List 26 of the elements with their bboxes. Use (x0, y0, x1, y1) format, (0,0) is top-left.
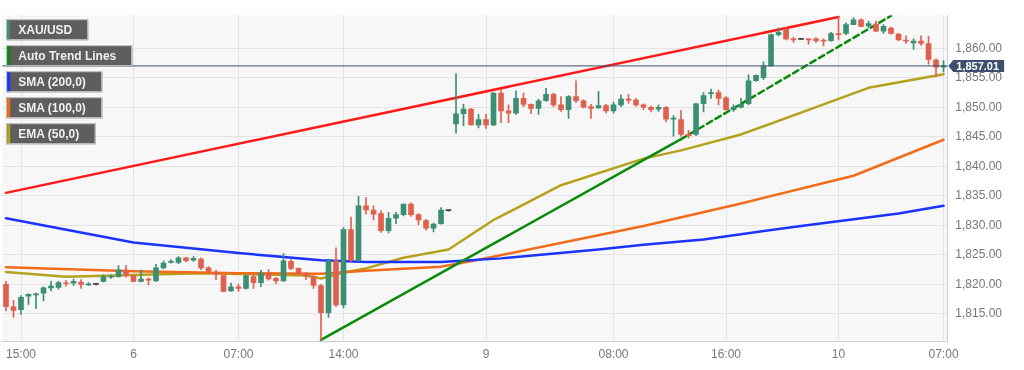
x-tick-label: 10 (831, 347, 846, 362)
x-tick-label: 16:00 (711, 347, 742, 362)
x-tick-label: 15:00 (5, 347, 37, 362)
legend-label: SMA (200,0) (18, 74, 86, 89)
y-tick-label: 1,830.00 (955, 217, 1003, 232)
x-tick-label: 08:00 (598, 347, 629, 362)
x-tick-label: 9 (482, 347, 490, 362)
y-tick-label: 1,850.00 (955, 99, 1003, 114)
legend-label: SMA (100,0) (18, 100, 86, 115)
y-tick-label: 1,855.00 (955, 70, 1003, 85)
legend-label: XAU/USD (18, 22, 73, 37)
legend-label: Auto Trend Lines (18, 48, 117, 63)
y-tick-label: 1,820.00 (955, 276, 1003, 291)
y-tick-label: 1,825.00 (955, 247, 1003, 262)
x-tick-label: 07:00 (223, 347, 254, 362)
legend-label: EMA (50,0) (18, 126, 80, 141)
ref-line-label: 1,857.01 (956, 59, 1000, 72)
y-tick-label: 1,840.00 (955, 158, 1003, 173)
x-tick-label: 07:00 (928, 347, 959, 362)
candlestick (468, 108, 474, 126)
y-tick-label: 1,860.00 (955, 40, 1003, 55)
x-tick-label: 6 (130, 347, 138, 362)
y-tick-label: 1,815.00 (955, 306, 1003, 321)
y-tick-label: 1,845.00 (955, 129, 1003, 144)
y-tick-label: 1,835.00 (955, 188, 1003, 203)
x-tick-label: 14:00 (328, 347, 359, 362)
